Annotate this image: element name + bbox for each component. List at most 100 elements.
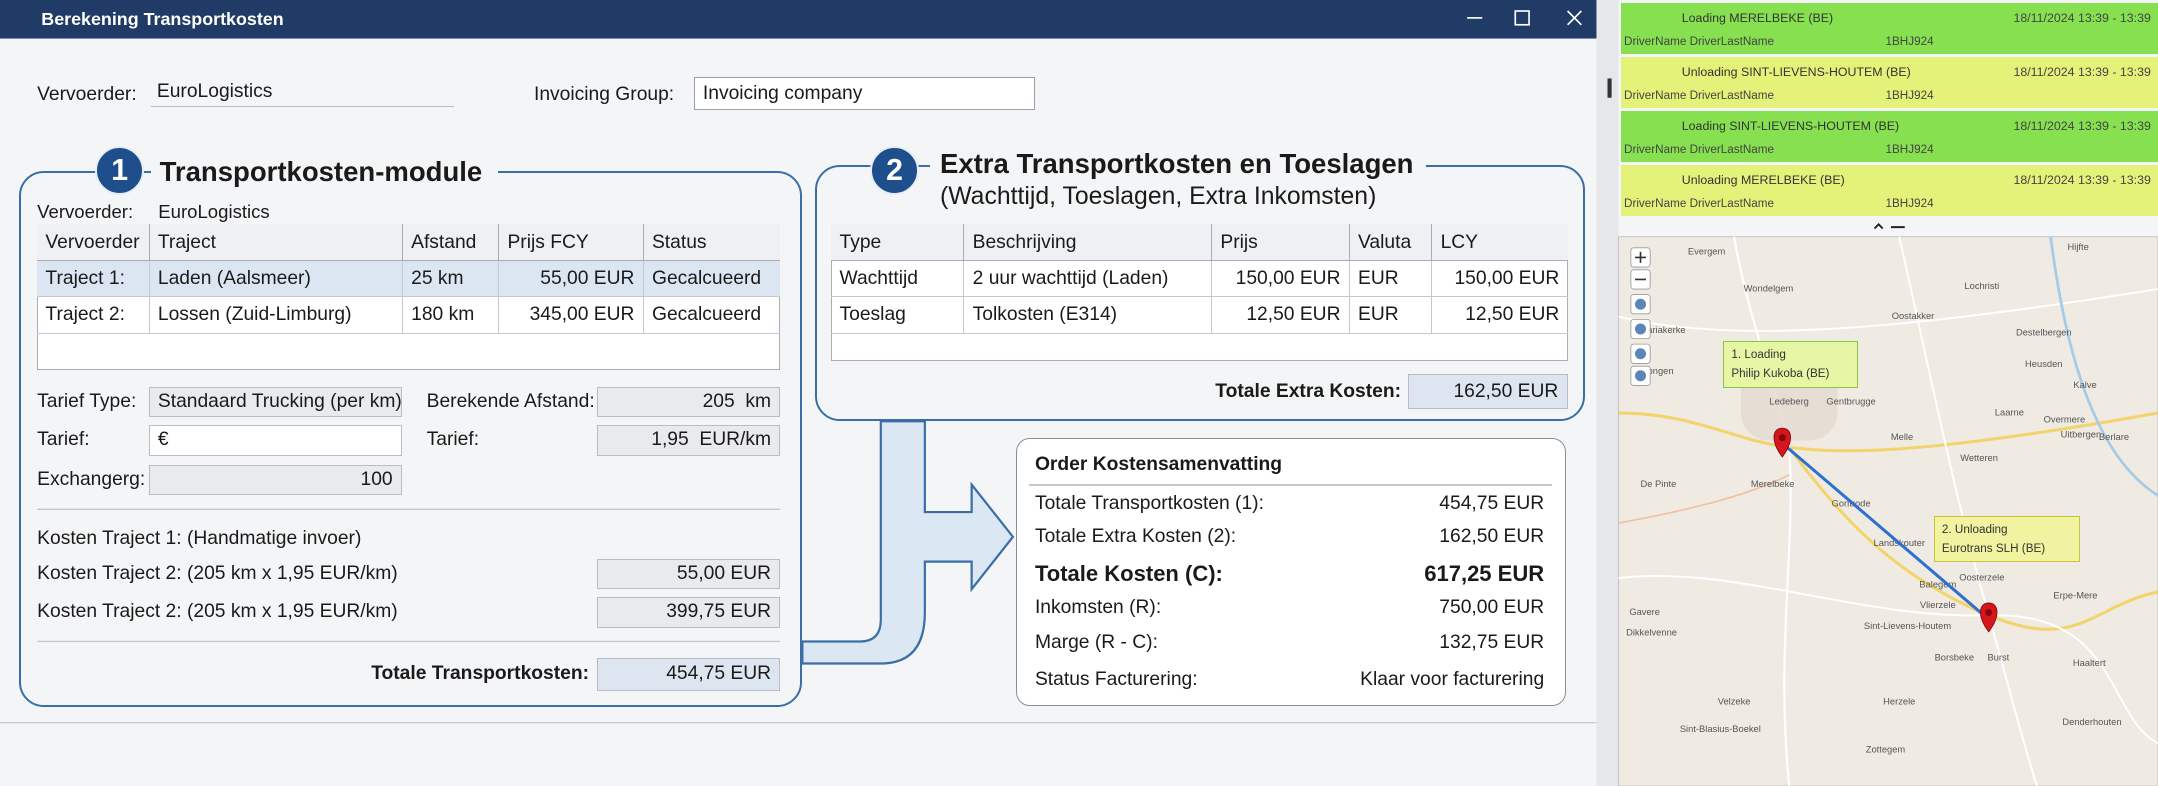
planning-item[interactable]: [1621, 2, 2158, 54]
map-label: Sint-Blasius-Boekel: [1680, 724, 1761, 734]
map-label: Ledeberg: [1769, 396, 1808, 406]
table-cell: 345,00 EUR: [498, 297, 643, 334]
carrier-field: EuroLogistics: [151, 77, 455, 108]
invoicing-group-dropdown[interactable]: Invoicing company: [693, 77, 1035, 111]
title-bar: [0, 0, 1597, 39]
map-label: Erpe-Mere: [2053, 591, 2097, 601]
label: Vervoerder:: [37, 83, 137, 105]
item-status: Loading MERELBEKE (BE): [1681, 10, 1834, 25]
map-label: Laarne: [1995, 407, 2024, 417]
item-date: 18/11/2024 13:39 - 13:39: [2013, 10, 2151, 25]
map-label: Berlare: [2099, 432, 2129, 442]
cost-line: Kosten Traject 2: (205 km x 1,95 EUR/km): [37, 562, 398, 584]
map-label: Oosterzele: [1959, 573, 2004, 583]
window-title: Berekening Transportkosten: [41, 8, 284, 29]
map-label: Herzele: [1883, 696, 1915, 706]
table-header: [831, 224, 1568, 261]
panel-title-bg: [930, 137, 1426, 215]
item-status: Unloading SINT-LIEVENS-HOUTEM (BE): [1681, 64, 1911, 79]
map-label: Lochristi: [1964, 281, 1999, 291]
total-label: Totale Extra Kosten:: [1215, 381, 1402, 403]
item-plate: 1BHJ924: [1885, 34, 1934, 48]
tool-icon: [1635, 323, 1647, 335]
map-road: [2049, 236, 2158, 497]
item-driver: DriverName DriverLastName: [1624, 142, 1775, 156]
table-cell: 12,50 EUR: [1431, 297, 1568, 334]
map-label: Haaltert: [2073, 658, 2106, 668]
table-cell: 12,50 EUR: [1211, 297, 1349, 334]
table-cell: Lossen (Zuid-Limburg): [148, 297, 402, 334]
map-popup[interactable]: [1723, 341, 1858, 389]
step-badge: 2: [869, 145, 920, 196]
summary-value: 162,50 EUR: [1439, 525, 1545, 547]
tariff-currency-dropdown[interactable]: €: [148, 425, 402, 456]
map-label: Borsbeke: [1935, 652, 1974, 662]
summary-label: Status Facturering:: [1034, 668, 1198, 690]
table-header: [37, 224, 781, 261]
table-cell: EUR: [1348, 297, 1432, 334]
item-status: Unloading MERELBEKE (BE): [1681, 173, 1845, 188]
exchange-field: 100: [148, 465, 402, 496]
column-header: Prijs: [1211, 224, 1349, 261]
label: Tarief Type:: [37, 390, 137, 412]
item-driver: DriverName DriverLastName: [1624, 34, 1775, 48]
planning-item[interactable]: [1621, 56, 2158, 108]
panel-subtitle: (Wachttijd, Toeslagen, Extra Inkomsten): [939, 182, 1377, 210]
label: Invoicing Group:: [533, 83, 675, 105]
tool-icon: [1635, 298, 1647, 310]
cost-field: 399,75 EUR: [597, 597, 781, 628]
label: Vervoerder:: [37, 200, 134, 222]
popup-subtitle: Philip Kukoba (BE): [1731, 367, 1830, 381]
label: Berekende Afstand:: [426, 390, 595, 412]
map-marker: [1980, 602, 1998, 633]
map-marker-dot: [1778, 434, 1786, 442]
map-label: Oostakker: [1892, 311, 1935, 321]
table-cell: Traject 1:: [37, 261, 149, 298]
rate-field: 1,95 EUR/km: [597, 425, 781, 456]
table-cell: 150,00 EUR: [1431, 260, 1568, 298]
table-cell: Wachttijd: [831, 261, 964, 298]
label: Tarief:: [426, 429, 480, 451]
item-plate: 1BHJ924: [1885, 197, 1934, 211]
map-label: Mariakerke: [1639, 325, 1685, 335]
map-label: Dikkelvenne: [1626, 628, 1677, 638]
map-label: Uitbergen: [2061, 429, 2102, 439]
summary-value: 750,00 EUR: [1439, 597, 1545, 619]
map-label: Melle: [1891, 432, 1913, 442]
scroll-indicator: [1873, 223, 1905, 230]
map-label: Hijfte: [2068, 242, 2089, 252]
item-date: 18/11/2024 13:39 - 13:39: [2013, 64, 2151, 79]
separator: [1029, 484, 1553, 486]
map-label: Velzeke: [1718, 696, 1751, 706]
map-popup[interactable]: [1933, 516, 2080, 562]
map-label: Drongen: [1638, 366, 1674, 376]
popup-subtitle: Eurotrans SLH (BE): [1941, 541, 2046, 555]
step-badge: 1: [94, 145, 145, 196]
map-label: Balegem: [1919, 579, 1956, 589]
summary-value: 132,75 EUR: [1439, 631, 1545, 653]
column-header: Afstand: [401, 224, 498, 261]
summary-label: Totale Kosten (C):: [1034, 560, 1223, 586]
summary-value: 617,25 EUR: [1424, 560, 1545, 586]
map-road: [1733, 236, 1792, 786]
map-label: Burst: [1987, 652, 2009, 662]
table-cell: Toeslag: [831, 297, 964, 334]
table-cell: Laden (Aalsmeer): [148, 260, 402, 298]
map-road: [1618, 411, 2158, 453]
planning-item[interactable]: [1621, 110, 2158, 162]
tool-icon: [1635, 370, 1647, 382]
summary-value: Klaar voor facturering: [1360, 668, 1545, 690]
summary-label: Marge (R - C):: [1034, 631, 1158, 653]
item-driver: DriverName DriverLastName: [1624, 197, 1775, 211]
cost-line: Kosten Traject 2: (205 km x 1,95 EUR/km): [37, 601, 398, 623]
map-label: Wondelgem: [1744, 284, 1794, 294]
popup-title: 1. Loading: [1731, 347, 1786, 361]
planning-item[interactable]: [1621, 165, 2158, 216]
map-road: [1898, 236, 2038, 786]
map-marker: [1773, 427, 1791, 458]
item-date: 18/11/2024 13:39 - 13:39: [2013, 173, 2151, 188]
total-field: 162,50 EUR: [1407, 374, 1568, 409]
summary-title: Order Kostensamenvatting: [1034, 454, 1283, 476]
column-header: LCY: [1431, 224, 1567, 261]
item-driver: DriverName DriverLastName: [1624, 88, 1775, 102]
